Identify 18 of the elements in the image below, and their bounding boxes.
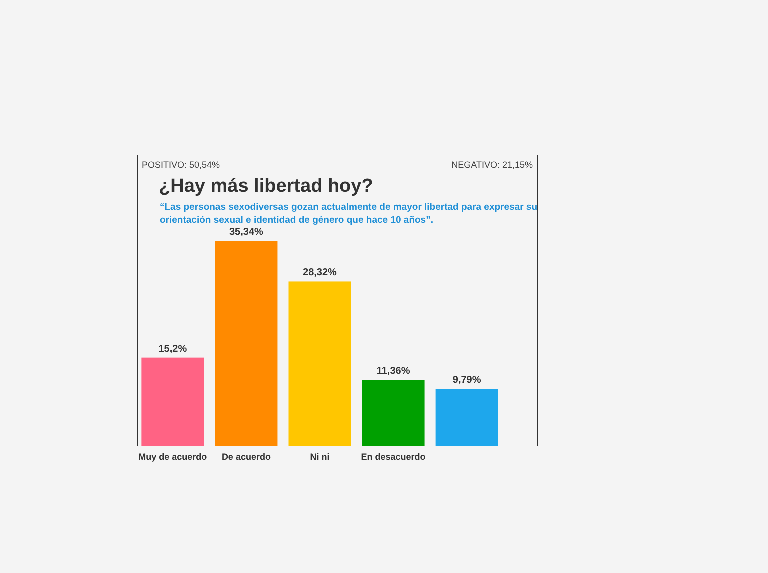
chart-title: ¿Hay más libertad hoy? bbox=[159, 176, 374, 197]
data-label: 28,32% bbox=[303, 268, 338, 279]
data-label: 9,79% bbox=[452, 375, 482, 386]
bar bbox=[436, 389, 498, 446]
data-label: 35,34% bbox=[230, 227, 264, 238]
x-tick-label: De acuerdo bbox=[222, 452, 272, 462]
text: POSITIVO: 50,54% bbox=[142, 160, 220, 170]
bar bbox=[362, 380, 425, 446]
data-label: 11,36% bbox=[376, 366, 410, 378]
text: NEGATIVO: 21,15% bbox=[452, 160, 533, 170]
x-tick-label: En desacuerdo bbox=[361, 452, 426, 462]
bar bbox=[288, 282, 352, 446]
bar bbox=[215, 241, 278, 446]
chart-subtitle: “Las personas sexodiversas gozan actualmente de mayor libertad para expresar su orientación sexual e identidad de género que hace 10 años”. bbox=[160, 202, 538, 226]
x-tick-label: Muy de acuerdo bbox=[138, 452, 208, 462]
x-tick-label: Ni ni bbox=[310, 452, 330, 462]
data-label: 15,2% bbox=[158, 344, 188, 355]
bar bbox=[142, 358, 204, 446]
